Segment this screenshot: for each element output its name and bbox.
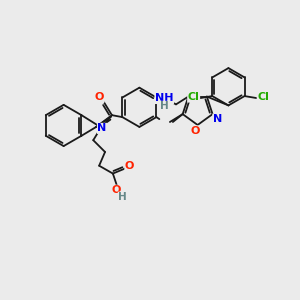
Text: H: H (160, 101, 169, 111)
Text: O: O (125, 161, 134, 171)
Text: H: H (118, 192, 127, 202)
Text: O: O (94, 92, 104, 103)
Text: N: N (98, 123, 107, 134)
Text: Cl: Cl (188, 92, 200, 102)
Text: N: N (213, 114, 222, 124)
Text: O: O (191, 126, 200, 136)
Text: O: O (111, 185, 121, 195)
Text: Cl: Cl (257, 92, 269, 102)
Text: NH: NH (155, 94, 173, 103)
